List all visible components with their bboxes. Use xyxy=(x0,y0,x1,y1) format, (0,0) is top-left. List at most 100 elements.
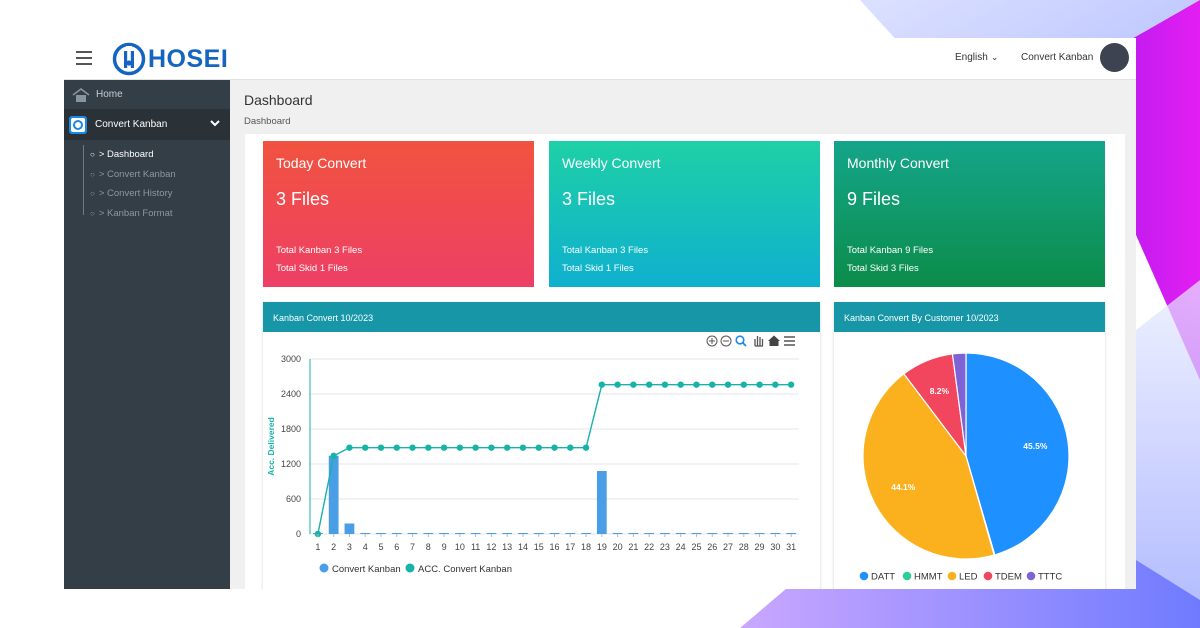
pie-slices: 45.5% 44.1% 8.2% xyxy=(862,352,1070,560)
line-point[interactable] xyxy=(519,444,527,451)
bar[interactable] xyxy=(407,533,418,534)
line-point[interactable] xyxy=(377,444,385,451)
bar[interactable] xyxy=(518,533,528,534)
line-point[interactable] xyxy=(724,381,732,388)
line-point[interactable] xyxy=(330,452,337,460)
zoom-out-icon[interactable] xyxy=(720,335,732,347)
bar[interactable] xyxy=(328,455,339,534)
bar[interactable] xyxy=(770,533,781,534)
avatar[interactable] xyxy=(1100,43,1129,72)
line-point[interactable] xyxy=(787,381,795,388)
sidebar-item-convert-kanban[interactable]: Convert Kanban xyxy=(64,109,230,140)
sidebar-item-convert-kanban-sub[interactable]: ○ > Convert Kanban xyxy=(64,165,230,185)
zoom-in-icon[interactable] xyxy=(706,335,718,347)
bar[interactable] xyxy=(533,533,544,534)
line-point[interactable] xyxy=(409,444,416,451)
bar[interactable] xyxy=(581,533,591,534)
main-content: Dashboard Dashboard Today Convert 3 File… xyxy=(230,80,1136,589)
legend-label-hmmt[interactable]: HMMT xyxy=(914,572,943,583)
bar[interactable] xyxy=(628,533,639,534)
line-point[interactable] xyxy=(582,444,590,451)
bar[interactable] xyxy=(439,533,449,534)
bar[interactable] xyxy=(391,533,402,534)
bar[interactable] xyxy=(565,533,576,534)
legend-label-acc-convert-kanban[interactable]: ACC. Convert Kanban xyxy=(418,564,512,575)
bar[interactable] xyxy=(423,533,434,534)
line-point[interactable] xyxy=(693,381,700,388)
bar[interactable] xyxy=(360,533,371,534)
line-point[interactable] xyxy=(614,381,621,388)
sidebar-item-kanban-format[interactable]: ○ > Kanban Format xyxy=(64,204,230,224)
bar[interactable] xyxy=(549,533,560,534)
bar[interactable] xyxy=(691,533,702,534)
bar[interactable] xyxy=(738,533,749,534)
line-point[interactable] xyxy=(472,444,479,451)
line-point[interactable] xyxy=(677,381,684,388)
line-point[interactable] xyxy=(425,444,432,451)
chart-title: Kanban Convert 10/2023 xyxy=(263,302,820,332)
bar[interactable] xyxy=(723,533,733,534)
bar[interactable] xyxy=(612,533,623,534)
bar[interactable] xyxy=(344,523,355,535)
line-point[interactable] xyxy=(393,444,400,451)
line-point[interactable] xyxy=(503,444,511,451)
breadcrumb[interactable]: Dashboard xyxy=(244,116,291,127)
legend-label-tdem[interactable]: TDEM xyxy=(995,572,1022,583)
x-tick-label: 3 xyxy=(347,542,352,552)
line-point[interactable] xyxy=(362,444,369,451)
user-name[interactable]: Convert Kanban xyxy=(1021,52,1094,63)
line-point[interactable] xyxy=(598,381,606,388)
pan-hand-icon[interactable] xyxy=(754,336,764,347)
legend-label-convert-kanban[interactable]: Convert Kanban xyxy=(332,564,401,575)
line-point[interactable] xyxy=(740,381,747,388)
legend-label-tttc[interactable]: TTTC xyxy=(1038,572,1062,583)
bar[interactable] xyxy=(454,533,465,534)
line-point[interactable] xyxy=(661,381,669,388)
pie-slice-datt[interactable] xyxy=(965,352,1070,556)
bar[interactable] xyxy=(470,533,481,534)
bar[interactable] xyxy=(486,533,497,534)
bar[interactable] xyxy=(644,533,655,534)
bar[interactable] xyxy=(707,533,718,534)
brand-logo[interactable]: HOSEI xyxy=(112,40,228,78)
chevron-down-icon: ⌄ xyxy=(990,52,999,62)
bar[interactable] xyxy=(660,533,670,534)
line-point[interactable] xyxy=(772,381,779,388)
pie-slice-tttc[interactable] xyxy=(951,352,967,457)
legend-label-led[interactable]: LED xyxy=(959,572,978,583)
stat-card-monthly[interactable]: Monthly Convert 9 Files Total Kanban 9 F… xyxy=(834,141,1105,287)
home-reset-icon[interactable] xyxy=(768,335,780,347)
bar[interactable] xyxy=(786,533,797,534)
bar[interactable] xyxy=(502,533,513,534)
pie-slice-led[interactable] xyxy=(862,372,995,560)
search-icon[interactable] xyxy=(735,335,747,347)
language-selector[interactable]: English ⌄ xyxy=(955,52,998,63)
menu-toggle-icon[interactable] xyxy=(76,51,92,65)
line-point[interactable] xyxy=(756,381,763,388)
line-point[interactable] xyxy=(456,444,464,451)
bar[interactable] xyxy=(596,471,607,534)
line-point[interactable] xyxy=(645,381,653,388)
stat-card-today[interactable]: Today Convert 3 Files Total Kanban 3 Fil… xyxy=(263,141,534,287)
line-point[interactable] xyxy=(488,444,495,451)
sidebar-item-home[interactable]: Home xyxy=(64,80,230,109)
line-point[interactable] xyxy=(567,444,574,451)
sidebar-item-convert-history[interactable]: ○ > Convert History xyxy=(64,184,230,204)
line-point[interactable] xyxy=(440,444,448,451)
bar[interactable] xyxy=(754,533,765,534)
stat-card-weekly[interactable]: Weekly Convert 3 Files Total Kanban 3 Fi… xyxy=(549,141,820,287)
line-point[interactable] xyxy=(346,444,353,451)
line-point[interactable] xyxy=(535,444,542,451)
bar[interactable] xyxy=(675,533,686,534)
line-point[interactable] xyxy=(709,381,716,388)
line-point[interactable] xyxy=(551,444,558,451)
bar[interactable] xyxy=(376,533,386,534)
x-tick-label: 24 xyxy=(676,542,686,552)
x-tick-label: 30 xyxy=(770,542,780,552)
legend-swatch-acc-convert-kanban xyxy=(405,563,415,573)
menu-icon[interactable] xyxy=(784,336,795,346)
sidebar-item-dashboard[interactable]: ○ > Dashboard xyxy=(64,145,230,165)
line-point[interactable] xyxy=(630,381,637,388)
legend-label-datt[interactable]: DATT xyxy=(871,572,895,583)
